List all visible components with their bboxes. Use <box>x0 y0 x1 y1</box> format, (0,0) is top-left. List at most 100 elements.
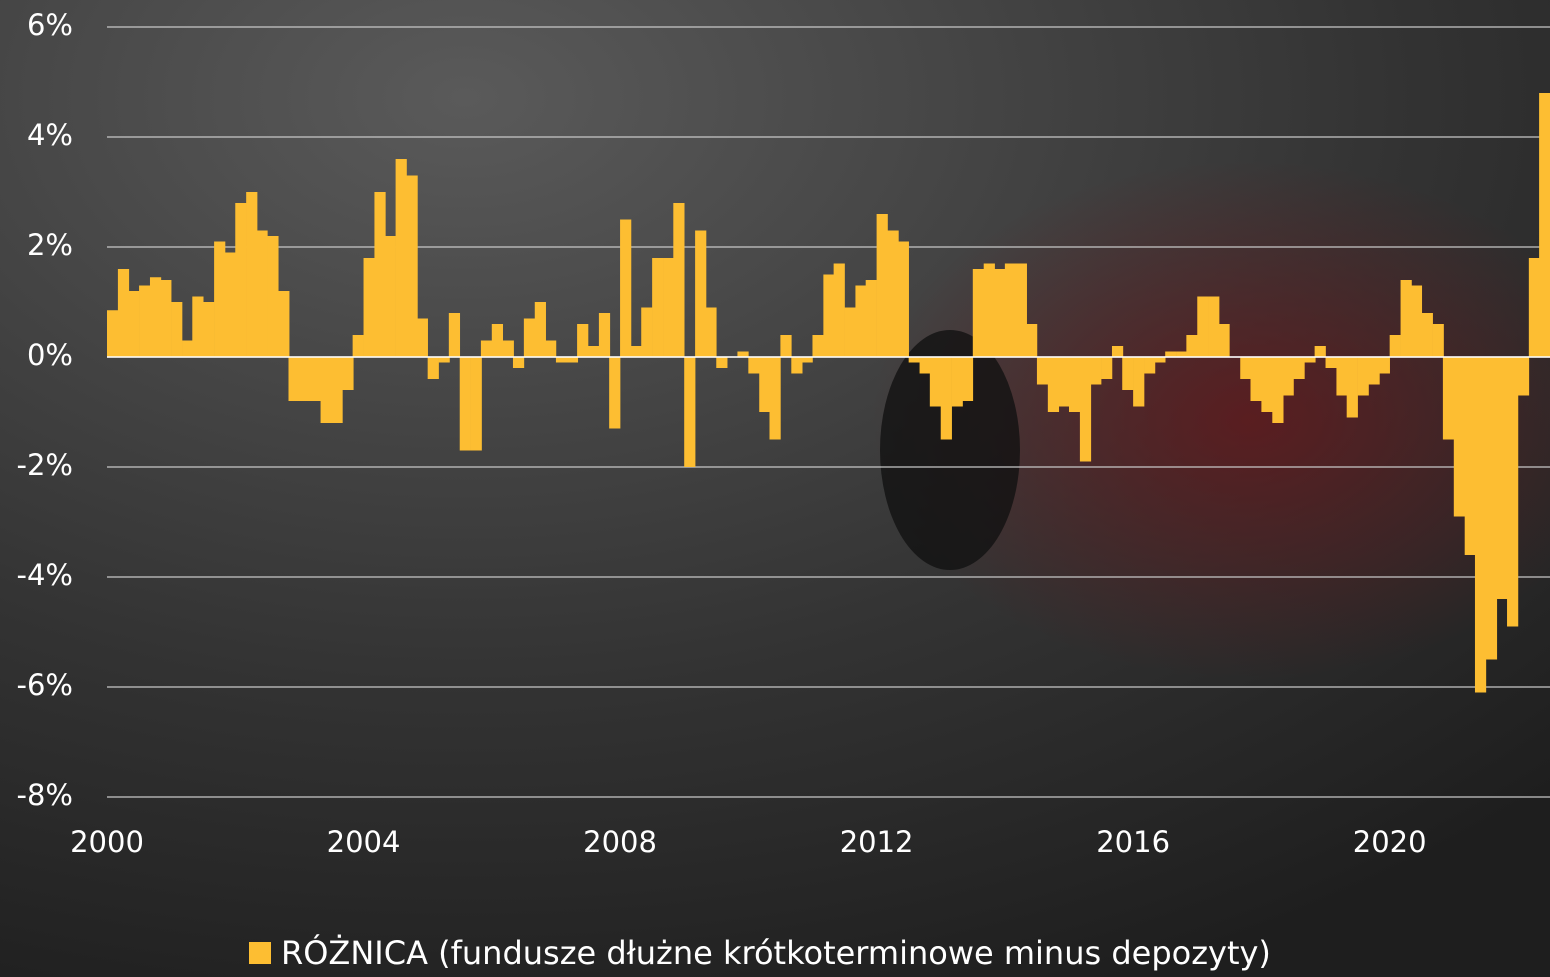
bar <box>545 341 556 358</box>
bar <box>1186 335 1197 357</box>
legend-label: RÓŻNICA (fundusze dłużne krótkoterminowe… <box>281 933 1271 972</box>
bar <box>802 357 813 363</box>
bar <box>1347 357 1358 418</box>
bar <box>1069 357 1080 412</box>
bar <box>1422 313 1433 357</box>
bar <box>192 297 203 358</box>
bar <box>460 357 471 451</box>
bar <box>1101 357 1112 379</box>
bar <box>973 269 984 357</box>
bar <box>235 203 246 357</box>
y-tick-label: 6% <box>27 8 73 42</box>
x-tick-label: 2016 <box>1096 825 1170 859</box>
bar <box>1336 357 1347 396</box>
bar <box>759 357 770 412</box>
bar <box>1454 357 1465 517</box>
y-tick-label: -2% <box>17 448 73 482</box>
bar <box>1016 264 1027 358</box>
bar <box>952 357 963 407</box>
bar <box>288 357 299 401</box>
bar <box>214 242 225 358</box>
bar <box>107 310 118 357</box>
bar <box>1326 357 1337 368</box>
bar <box>748 357 759 374</box>
bar <box>920 357 931 374</box>
bar <box>845 308 856 358</box>
bar <box>1261 357 1272 412</box>
bar <box>1048 357 1059 412</box>
bar <box>1304 357 1315 363</box>
legend-swatch <box>249 942 271 964</box>
bar <box>1283 357 1294 396</box>
bar <box>673 203 684 357</box>
x-tick-label: 2012 <box>840 825 914 859</box>
bar <box>898 242 909 358</box>
bar <box>150 277 161 357</box>
bar <box>535 302 546 357</box>
bar <box>481 341 492 358</box>
bar <box>1539 93 1550 357</box>
y-tick-label: -6% <box>17 668 73 702</box>
bar <box>1080 357 1091 462</box>
bar <box>1390 335 1401 357</box>
bar <box>769 357 780 440</box>
bar <box>599 313 610 357</box>
bar <box>791 357 802 374</box>
bar <box>631 346 642 357</box>
bar <box>1358 357 1369 396</box>
bar <box>984 264 995 358</box>
bar <box>1518 357 1529 396</box>
bar <box>118 269 129 357</box>
bar <box>1058 357 1069 407</box>
bar <box>930 357 941 407</box>
bar <box>941 357 952 440</box>
bar <box>267 236 278 357</box>
bar <box>1122 357 1133 390</box>
bar <box>1154 357 1165 363</box>
bar <box>203 302 214 357</box>
bar <box>278 291 289 357</box>
bar <box>224 253 235 358</box>
bar <box>888 231 899 358</box>
bar <box>663 258 674 357</box>
bar <box>128 291 139 357</box>
bar <box>1037 357 1048 385</box>
bar <box>503 341 514 358</box>
bar <box>641 308 652 358</box>
bar <box>652 258 663 357</box>
bar <box>353 335 364 357</box>
bar <box>385 236 396 357</box>
bar <box>1475 357 1486 693</box>
bar <box>160 280 171 357</box>
bar <box>877 214 888 357</box>
bar <box>1240 357 1251 379</box>
bar <box>1315 346 1326 357</box>
bar <box>684 357 695 467</box>
x-tick-label: 2020 <box>1353 825 1427 859</box>
bar <box>439 357 450 363</box>
bar <box>407 176 418 358</box>
bar <box>139 286 150 358</box>
bar <box>310 357 321 401</box>
bar <box>695 231 706 358</box>
y-tick-label: 0% <box>27 338 73 372</box>
bar <box>417 319 428 358</box>
bar <box>513 357 524 368</box>
bar <box>556 357 567 363</box>
bar <box>182 341 193 358</box>
bar <box>1272 357 1283 423</box>
bar <box>1090 357 1101 385</box>
bar <box>1208 297 1219 358</box>
bar <box>321 357 332 423</box>
bar <box>1197 297 1208 358</box>
bar <box>299 357 310 401</box>
bar <box>1133 357 1144 407</box>
bar <box>1176 352 1187 358</box>
bar <box>1218 324 1229 357</box>
bar <box>256 231 267 358</box>
bar <box>1250 357 1261 401</box>
bar <box>1433 324 1444 357</box>
bar <box>567 357 578 363</box>
bar <box>994 269 1005 357</box>
bar <box>524 319 535 358</box>
